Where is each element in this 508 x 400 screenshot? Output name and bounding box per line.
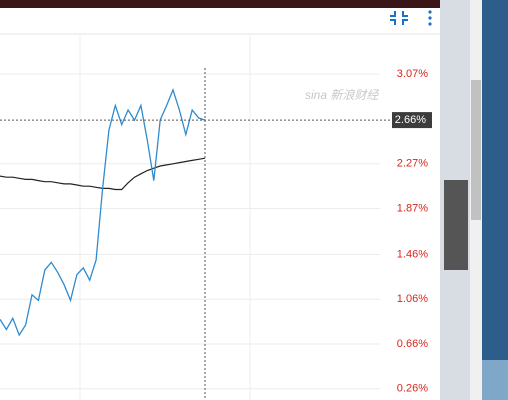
crosshair-label-box — [392, 112, 432, 129]
y-tick-label: 0.26% — [397, 383, 428, 395]
y-tick-label: 1.87% — [397, 202, 428, 214]
scrollbar-thumb[interactable] — [471, 80, 481, 220]
y-tick-label: 2.27% — [397, 158, 428, 170]
line-series — [0, 87, 206, 337]
y-tick-label: 1.46% — [397, 248, 428, 260]
crosshair-label: 2.66% — [395, 114, 426, 126]
fullscreen-icon[interactable] — [390, 11, 408, 25]
background-window — [482, 360, 508, 400]
chart: 3.07% 2.27% 1.87% 1.46% 1.06% 0.66% 0.26% 2.66% — [0, 35, 432, 400]
y-tick-label: 0.66% — [397, 338, 428, 350]
y-tick-label: 1.06% — [397, 293, 428, 305]
qr-code — [444, 180, 468, 270]
toolbar — [0, 8, 440, 34]
background-window — [482, 0, 508, 400]
y-tick-label: 3.07% — [397, 68, 428, 80]
menu-icon[interactable] — [428, 10, 432, 26]
watermark: sina 新浪财经 — [305, 88, 380, 102]
window-top — [0, 0, 440, 8]
